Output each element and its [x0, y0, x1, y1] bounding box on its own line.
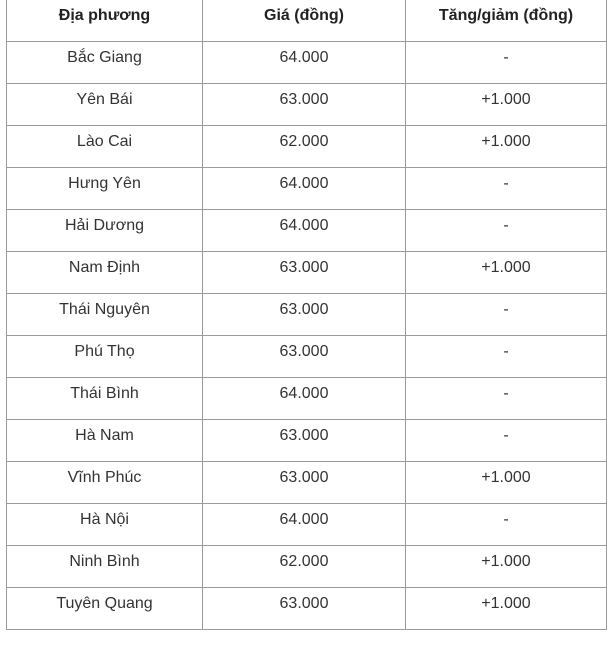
cell-region: Ninh Bình [6, 545, 203, 588]
table-row: Hà Nam 63.000- [6, 419, 607, 462]
cell-region: Vĩnh Phúc [6, 461, 203, 504]
cell-region: Lào Cai [6, 125, 203, 168]
cell-change: - [405, 335, 607, 378]
table-row: Hà Nội 64.000- [6, 503, 607, 546]
cell-region: Thái Bình [6, 377, 203, 420]
cell-change: - [405, 167, 607, 210]
cell-price: 62.000 [202, 125, 406, 168]
header-region: Địa phương [6, 0, 203, 42]
table-row: Ninh Bình 62.000 +1.000 [6, 545, 607, 588]
table-row: Thái Bình 64.000- [6, 377, 607, 420]
cell-price: 63.000 [202, 335, 406, 378]
cell-price: 64.000 [202, 377, 406, 420]
table-row: Lào Cai 62.000 +1.000 [6, 125, 607, 168]
cell-change: - [405, 419, 607, 462]
cell-change: - [405, 503, 607, 546]
cell-price: 63.000 [202, 83, 406, 126]
cell-price: 63.000 [202, 461, 406, 504]
cell-region: Hà Nội [6, 503, 203, 546]
cell-change: - [405, 293, 607, 336]
cell-change: +1.000 [405, 545, 607, 588]
header-price: Giá (đồng) [202, 0, 406, 42]
cell-price: 62.000 [202, 545, 406, 588]
cell-change: - [405, 41, 607, 84]
cell-price: 64.000 [202, 41, 406, 84]
cell-price: 63.000 [202, 419, 406, 462]
cell-change: +1.000 [405, 461, 607, 504]
table-row: Vĩnh Phúc 63.000 +1.000 [6, 461, 607, 504]
price-table: Địa phương Giá (đồng) Tăng/giảm (đồng) B… [6, 0, 607, 630]
table-row: Hưng Yên 64.000- [6, 167, 607, 210]
table-row: Tuyên Quang 63.000 +1.000 [6, 587, 607, 630]
cell-price: 63.000 [202, 587, 406, 630]
table-row: Thái Nguyên 63.000- [6, 293, 607, 336]
table-row: Hải Dương 64.000- [6, 209, 607, 252]
table-row: Nam Định 63.000 +1.000 [6, 251, 607, 294]
cell-region: Phú Thọ [6, 335, 203, 378]
table-row: Yên Bái 63.000 +1.000 [6, 83, 607, 126]
cell-region: Hà Nam [6, 419, 203, 462]
cell-change: +1.000 [405, 83, 607, 126]
cell-change: +1.000 [405, 251, 607, 294]
cell-region: Nam Định [6, 251, 203, 294]
cell-region: Yên Bái [6, 83, 203, 126]
cell-region: Hưng Yên [6, 167, 203, 210]
header-change: Tăng/giảm (đồng) [405, 0, 607, 42]
cell-change: - [405, 377, 607, 420]
table-row: Phú Thọ 63.000- [6, 335, 607, 378]
cell-region: Tuyên Quang [6, 587, 203, 630]
cell-price: 64.000 [202, 167, 406, 210]
cell-region: Hải Dương [6, 209, 203, 252]
cell-region: Thái Nguyên [6, 293, 203, 336]
table-header: Địa phương Giá (đồng) Tăng/giảm (đồng) [6, 0, 607, 42]
cell-region: Bắc Giang [6, 41, 203, 84]
cell-change: +1.000 [405, 125, 607, 168]
cell-change: - [405, 209, 607, 252]
cell-price: 64.000 [202, 209, 406, 252]
table-row: Bắc Giang 64.000- [6, 41, 607, 84]
cell-price: 63.000 [202, 293, 406, 336]
cell-price: 64.000 [202, 503, 406, 546]
cell-price: 63.000 [202, 251, 406, 294]
cell-change: +1.000 [405, 587, 607, 630]
